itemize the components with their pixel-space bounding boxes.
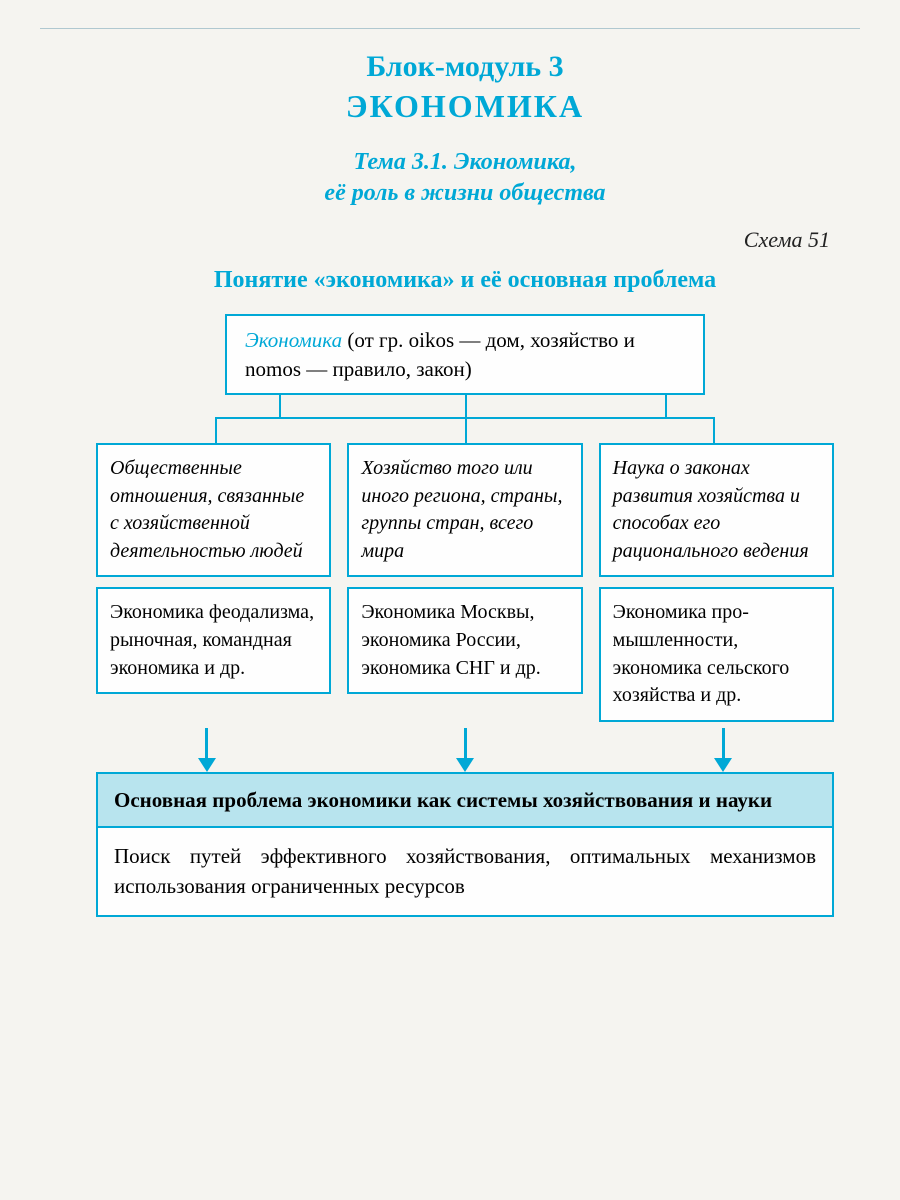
- connector-stub: [665, 395, 667, 417]
- col1-examples: Экономика фео­дализма, ры­ночная, коман­…: [96, 587, 331, 694]
- arrow-down-icon: [456, 728, 474, 772]
- page-top-rule: [40, 28, 860, 29]
- root-term: Экономика: [245, 328, 342, 352]
- module-title: Блок-модуль 3: [90, 50, 840, 84]
- problem-box: Основная проблема экономики как системы …: [96, 772, 834, 917]
- connector-stub: [279, 395, 281, 417]
- connector-drop: [713, 417, 715, 443]
- concept-title: Понятие «экономика» и её основная пробле…: [90, 267, 840, 294]
- theme-line1: Тема 3.1. Экономика,: [354, 149, 577, 175]
- col3-examples: Экономика про­мышленности, экономика сел…: [599, 587, 834, 721]
- arrow-down-icon: [714, 728, 732, 772]
- theme-title: Тема 3.1. Экономика, её роль в жизни общ…: [90, 147, 840, 209]
- columns-row: Общественные отношения, связанные с хо­з…: [96, 443, 834, 722]
- col2-examples: Экономика Москвы, эко­номика Рос­сии, эк…: [347, 587, 582, 694]
- header-block: Блок-модуль 3 ЭКОНОМИКА Тема 3.1. Эконом…: [90, 50, 840, 209]
- module-name: ЭКОНОМИКА: [90, 88, 840, 125]
- column-3: Наука о зако­нах развития хозяйства и сп…: [599, 443, 834, 722]
- connector-drop: [215, 417, 217, 443]
- scheme-number: Схема 51: [90, 227, 830, 253]
- column-2: Хозяйство того или ино­го региона, стран…: [347, 443, 582, 722]
- problem-body: Поиск путей эффективного хозяйствования,…: [98, 828, 832, 915]
- problem-header: Основная проблема экономики как системы …: [98, 774, 832, 828]
- connector-row: [108, 395, 822, 443]
- column-1: Общественные отношения, связанные с хо­з…: [96, 443, 331, 722]
- diagram: Экономика (от гр. oikos — дом, хозяйство…: [90, 314, 840, 917]
- col1-definition: Общественные отношения, связанные с хо­з…: [96, 443, 331, 577]
- col3-definition: Наука о зако­нах развития хозяйства и сп…: [599, 443, 834, 577]
- connector-stub: [465, 395, 467, 417]
- col2-definition: Хозяйство того или ино­го региона, стран…: [347, 443, 582, 577]
- theme-line2: её роль в жизни общества: [324, 180, 605, 206]
- arrows-row: [96, 728, 834, 772]
- root-definition-box: Экономика (от гр. oikos — дом, хозяйство…: [225, 314, 705, 395]
- connector-drop: [465, 417, 467, 443]
- arrow-down-icon: [198, 728, 216, 772]
